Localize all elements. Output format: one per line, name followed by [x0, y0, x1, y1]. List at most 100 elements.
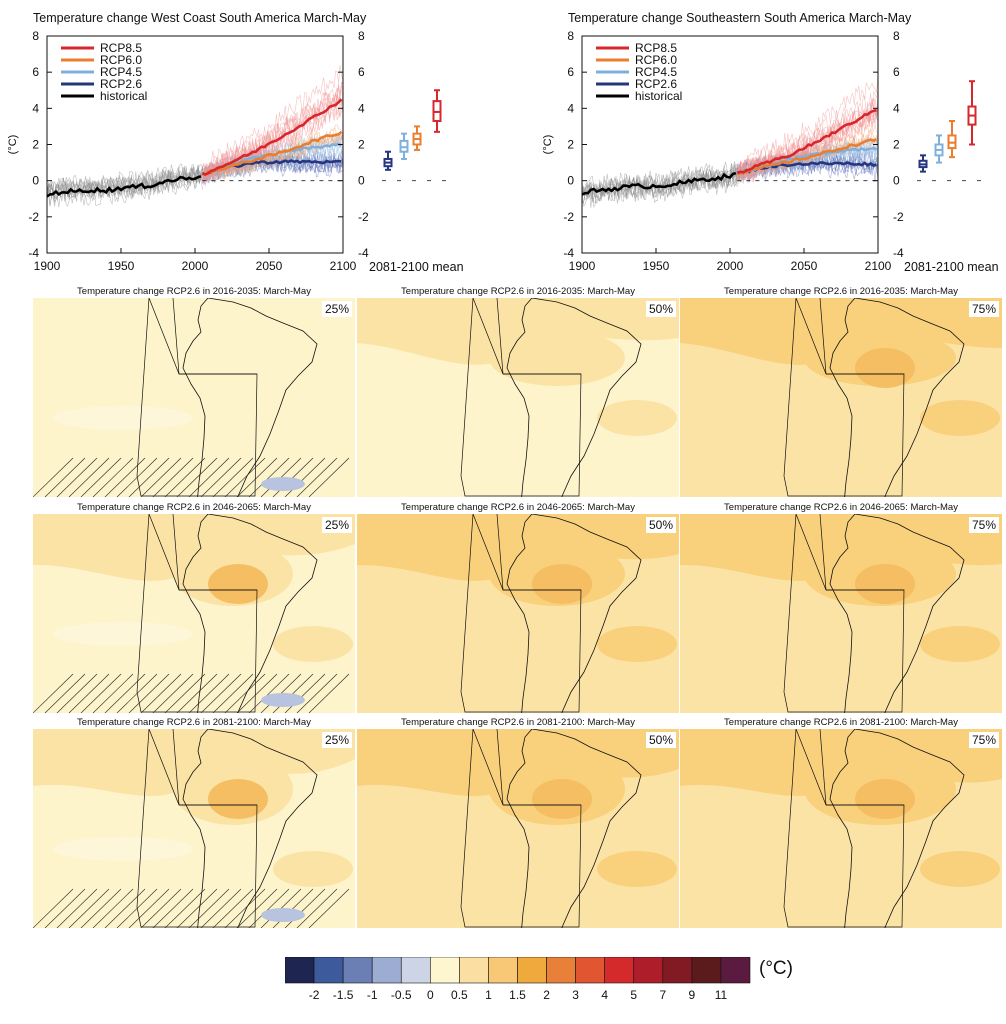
warming-region [33, 298, 355, 365]
hatch-line [188, 457, 230, 497]
continent-outline [829, 729, 965, 928]
hatch-line [236, 673, 278, 713]
legend-label-rcp45: RCP4.5 [635, 65, 677, 79]
mean-period-label: 2081-2100 mean [369, 260, 464, 274]
colorbar-tick-label: -0.5 [390, 988, 412, 1002]
y-tick-label-left: -4 [28, 246, 39, 260]
hatch-line [68, 457, 110, 497]
x-tick-label: 1950 [108, 259, 135, 273]
warming-region [855, 779, 915, 819]
hatch-line [200, 673, 242, 713]
hatch-line [116, 673, 158, 713]
hatch-line [188, 888, 230, 928]
colorbar-unit: (°C) [759, 958, 793, 979]
x-tick-label: 2100 [330, 259, 357, 273]
hatch-line [104, 457, 146, 497]
colorbar-segment [575, 957, 605, 984]
warming-region [532, 779, 592, 819]
continent-outline [506, 729, 642, 928]
y-axis-label: (°C) [542, 135, 554, 155]
map-title: Temperature change RCP2.6 in 2016-2035: … [724, 286, 958, 297]
series-line-historical [581, 171, 737, 196]
warming-region [273, 851, 353, 887]
y-tick-label-left: -4 [563, 246, 574, 260]
hatch-line [44, 457, 86, 497]
hatch-line [164, 457, 206, 497]
timeseries-chart-west-coast: -4 -4 -2 -2 0 0 2 2 4 4 6 6 8 8 1900 1950 2000 2050 2100 (°… [7, 29, 464, 274]
map-canvas [680, 298, 1002, 497]
series-line-rcp60 [202, 130, 343, 177]
hatch-line [128, 673, 170, 713]
colorbar [285, 957, 751, 984]
boxplot-rcp45 [399, 132, 409, 160]
continent-outline [506, 298, 642, 497]
y-tick-label-right: -2 [358, 210, 369, 224]
warming-region [489, 330, 625, 386]
warming-region [920, 851, 1000, 887]
hatch-line [33, 888, 74, 928]
colorbar-segment [633, 957, 664, 984]
legend-label-rcp26: RCP2.6 [100, 77, 142, 91]
y-tick-label-left: 4 [32, 101, 39, 115]
colorbar-tick-label: 1.5 [509, 988, 526, 1002]
y-tick-label-right: -4 [893, 246, 904, 260]
colorbar-segment [720, 957, 751, 984]
series-line-rcp60 [736, 138, 878, 176]
percentile-label: 50% [645, 517, 676, 533]
hatch-line [68, 673, 110, 713]
warming-region [920, 400, 1000, 436]
legend-label-rcp85: RCP8.5 [100, 41, 142, 55]
warming-region [33, 514, 355, 581]
plot-frame [581, 35, 879, 254]
hatch-line [104, 673, 146, 713]
hatch-line [296, 888, 338, 928]
hatch-line [152, 673, 194, 713]
colorbar-segment [488, 957, 518, 984]
hatch-line [212, 888, 254, 928]
significance-hatching [33, 673, 350, 713]
map-panel: 75% [680, 298, 1002, 497]
hatch-line [92, 888, 134, 928]
y-tick-label-right: 6 [358, 65, 365, 79]
boxplot-rcp45 [934, 134, 944, 164]
colorbar-tick-label: -1 [366, 988, 378, 1002]
region-outline-southeast [496, 298, 581, 375]
hatch-line [92, 457, 134, 497]
colorbar-segment [430, 957, 460, 984]
map-title: Temperature change RCP2.6 in 2016-2035: … [77, 286, 311, 297]
y-tick-label-left: 6 [567, 65, 574, 79]
warming-region [273, 626, 353, 662]
colorbar-segment [662, 957, 693, 984]
colorbar-tick-label: 3 [572, 988, 579, 1002]
hatch-line [128, 457, 170, 497]
y-tick-label-right: 4 [358, 101, 365, 115]
boxplot-rcp85 [432, 89, 442, 133]
y-axis-label: (°C) [7, 135, 19, 155]
hatch-line [224, 457, 266, 497]
colorbar-tick-label: -2 [308, 988, 320, 1002]
hatch-line [56, 457, 98, 497]
colorbar-tick-label: 9 [688, 988, 696, 1002]
hatch-line [116, 888, 158, 928]
y-tick-label-left: 8 [567, 29, 574, 43]
colorbar-segment [691, 957, 722, 984]
colorbar-segment [546, 957, 576, 984]
map-title: Temperature change RCP2.6 in 2081-2100: … [724, 717, 958, 728]
percentile-label: 75% [968, 517, 999, 533]
cooling-patch [261, 908, 305, 922]
continent-outline [829, 298, 965, 497]
map-canvas [357, 514, 679, 713]
map-canvas [33, 729, 355, 928]
y-tick-label-left: 2 [32, 138, 39, 152]
x-tick-label: 2000 [717, 259, 744, 273]
hatch-line [176, 673, 218, 713]
warming-region [680, 298, 1002, 365]
hatch-line [56, 888, 98, 928]
y-tick-label-left: 4 [567, 101, 574, 115]
y-tick-label-left: 6 [32, 65, 39, 79]
map-title: Temperature change RCP2.6 in 2081-2100: … [77, 717, 311, 728]
hatch-line [200, 457, 242, 497]
series-line-rcp85 [736, 108, 877, 175]
map-title: Temperature change RCP2.6 in 2046-2065: … [401, 502, 635, 513]
continent-outline [182, 729, 318, 928]
